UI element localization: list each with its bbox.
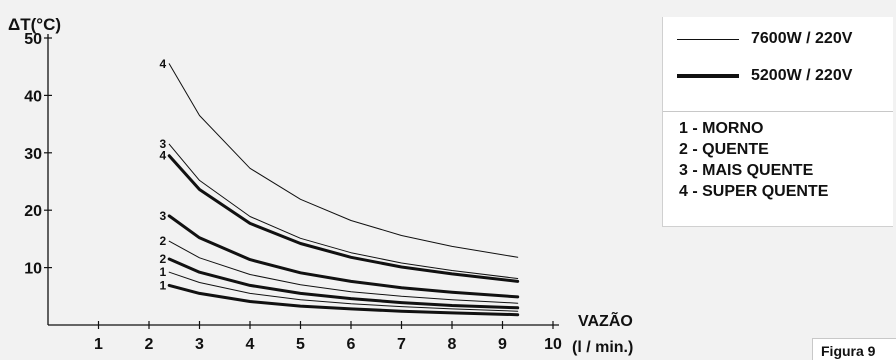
series-line-5200W-4 — [167, 154, 520, 283]
x-tick-label: 6 — [347, 336, 356, 353]
y-tick-label: 40 — [24, 88, 42, 105]
series-line-7600W-3 — [168, 143, 519, 279]
series-label-7600W-2: 2 — [160, 234, 167, 248]
x-tick-label: 10 — [544, 336, 562, 353]
series-label-7600W-1: 1 — [160, 265, 167, 279]
legend-thin-line-swatch — [677, 38, 739, 40]
legend-item-mais-quente: 3 - MAIS QUENTE — [679, 162, 814, 179]
series-label-7600W-4: 4 — [160, 57, 167, 71]
x-tick-label: 1 — [94, 336, 103, 353]
legend-thick-label: 5200W / 220V — [751, 67, 853, 84]
series-label-7600W-3: 3 — [160, 137, 167, 151]
series-line-5200W-2 — [167, 257, 520, 310]
legend-item-super-quente: 4 - SUPER QUENTE — [679, 183, 829, 200]
x-tick-label: 8 — [448, 336, 457, 353]
series-line-7600W-1 — [168, 271, 519, 312]
y-axis-label: ΔT(°C) — [8, 15, 61, 34]
legend-mode-list: 1 - MORNO 2 - QUENTE 3 - MAIS QUENTE 4 -… — [679, 118, 828, 202]
legend-row-thin: 7600W / 220V — [677, 30, 852, 48]
x-axis-label-line1: VAZÃO — [578, 310, 633, 330]
y-tick-label: 30 — [24, 146, 42, 163]
series-line-7600W-2 — [168, 240, 519, 304]
series-label-5200W-1: 1 — [160, 278, 167, 292]
series-label-5200W-2: 2 — [160, 252, 167, 266]
x-tick-label: 3 — [195, 336, 204, 353]
x-tick-label: 4 — [246, 336, 255, 353]
legend-thick-line-swatch — [677, 74, 739, 78]
legend-row-thick: 5200W / 220V — [677, 67, 852, 85]
legend-divider — [663, 111, 893, 112]
legend-item-morno: 1 - MORNO — [679, 120, 764, 137]
x-tick-label: 2 — [145, 336, 154, 353]
series-label-5200W-3: 3 — [160, 209, 167, 223]
legend-thin-label: 7600W / 220V — [751, 30, 853, 47]
x-tick-label: 9 — [498, 336, 507, 353]
figure-caption: Figura 9 — [812, 338, 896, 360]
series-line-7600W-4 — [168, 63, 519, 258]
y-tick-label: 50 — [24, 31, 42, 48]
y-tick-label: 10 — [24, 261, 42, 278]
legend: 7600W / 220V 5200W / 220V 1 - MORNO 2 - … — [662, 17, 893, 227]
x-axis-label-line2: (l / min.) — [572, 339, 633, 356]
series-line-5200W-1 — [167, 283, 520, 317]
y-tick-label: 20 — [24, 203, 42, 220]
series-label-5200W-4: 4 — [160, 149, 167, 163]
x-tick-label: 7 — [397, 336, 406, 353]
x-tick-label: 5 — [296, 336, 305, 353]
legend-item-quente: 2 - QUENTE — [679, 141, 769, 158]
series-line-5200W-3 — [167, 214, 520, 299]
